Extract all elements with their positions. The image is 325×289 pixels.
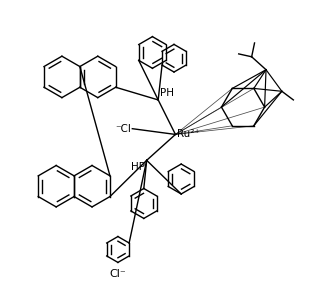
Text: ⁻Cl: ⁻Cl [115, 124, 131, 134]
Text: PH: PH [160, 88, 174, 99]
Text: Ru²⁺: Ru²⁺ [177, 129, 200, 139]
Text: Cl⁻: Cl⁻ [110, 269, 126, 279]
Text: HP: HP [131, 162, 145, 172]
